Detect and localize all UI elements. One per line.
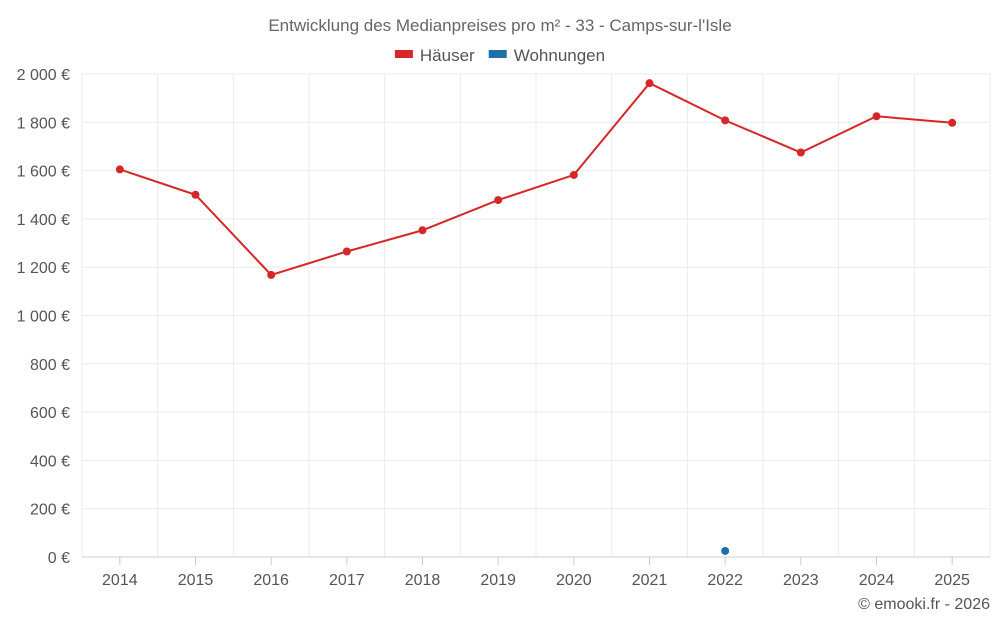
y-tick-label: 800 € (30, 357, 70, 374)
grid (81, 73, 991, 557)
x-tick-label: 2016 (253, 572, 289, 589)
x-tick-label: 2022 (707, 572, 743, 589)
data-point (494, 196, 503, 205)
data-point (645, 79, 654, 88)
y-tick-label: 1 400 € (17, 212, 70, 229)
data-point (721, 116, 730, 125)
x-tick-label: 2014 (102, 572, 138, 589)
y-tick-label: 1 200 € (17, 260, 70, 277)
legend: Häuser Wohnungen (394, 46, 605, 65)
credit-text: © emooki.fr - 2026 (858, 596, 990, 613)
data-point (872, 112, 881, 121)
data-point (191, 190, 200, 199)
y-tick-label: 1 000 € (17, 309, 70, 326)
data-point (115, 165, 124, 174)
x-tick-label: 2018 (405, 572, 441, 589)
series-0 (115, 79, 957, 279)
legend-swatch (394, 50, 413, 58)
x-tick-label: 2017 (329, 572, 365, 589)
legend-label: Wohnungen (514, 46, 605, 65)
legend-label: Häuser (420, 46, 475, 65)
x-tick-label: 2024 (859, 572, 895, 589)
series (115, 79, 957, 555)
y-tick-label: 1 800 € (17, 115, 70, 132)
legend-item: Häuser (394, 46, 475, 65)
data-point (418, 226, 427, 235)
legend-swatch (488, 50, 507, 58)
y-tick-label: 1 600 € (17, 164, 70, 181)
x-tick-label: 2025 (934, 572, 970, 589)
x-tick-label: 2023 (783, 572, 819, 589)
legend-item: Wohnungen (488, 46, 605, 65)
axes: 0 € 200 € 400 € 600 € 800 € 1 000 € 1 200 € 1 4… (17, 67, 990, 589)
x-tick-label: 2019 (480, 572, 516, 589)
data-point (569, 170, 578, 179)
data-point (796, 148, 805, 157)
data-point (342, 247, 351, 256)
series-line (119, 81, 953, 277)
series-1 (721, 546, 730, 555)
x-tick-label: 2021 (632, 572, 668, 589)
data-point (721, 546, 730, 555)
x-tick-label: 2020 (556, 572, 592, 589)
data-point (267, 270, 276, 279)
x-tick-label: 2015 (178, 572, 214, 589)
y-tick-label: 400 € (30, 453, 70, 470)
y-tick-label: 200 € (30, 502, 70, 519)
y-tick-label: 0 € (48, 550, 70, 567)
y-tick-label: 2 000 € (17, 67, 70, 84)
data-point (948, 118, 957, 127)
y-tick-label: 600 € (30, 405, 70, 422)
chart-title: Entwicklung des Medianpreises pro m² - 3… (268, 16, 731, 35)
